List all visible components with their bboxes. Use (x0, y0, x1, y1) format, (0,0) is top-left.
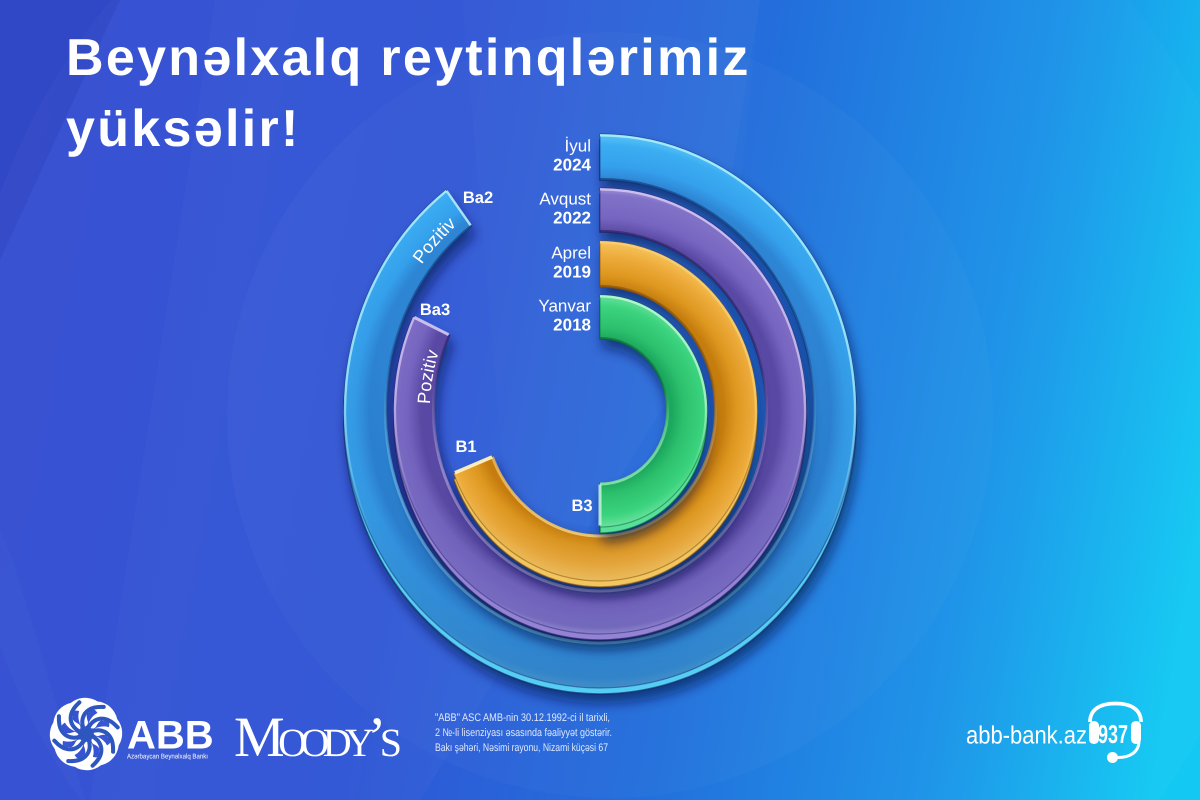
svg-text:ABB: ABB (127, 714, 214, 758)
svg-text:2022: 2022 (553, 209, 591, 228)
svg-text:B1: B1 (455, 438, 476, 456)
svg-text:2018: 2018 (553, 316, 591, 335)
svg-text:2019: 2019 (553, 263, 591, 282)
svg-text:Avqust: Avqust (539, 190, 591, 209)
svg-text:2 №-li lisenziyası əsasında fə: 2 №-li lisenziyası əsasında fəaliyyət gö… (435, 727, 612, 739)
svg-text:yüksəlir!: yüksəlir! (66, 100, 301, 158)
svg-text:937: 937 (1098, 719, 1128, 749)
svg-text:Ba2: Ba2 (463, 189, 493, 207)
svg-text:"ABB" ASC AMB-nin 30.12.1992-c: "ABB" ASC AMB-nin 30.12.1992-ci il tarix… (435, 712, 610, 724)
svg-text:İyul: İyul (565, 137, 591, 156)
svg-text:Azərbaycan Beynəlxalq Bankı: Azərbaycan Beynəlxalq Bankı (127, 753, 208, 761)
svg-text:Yanvar: Yanvar (538, 297, 591, 316)
svg-text:B3: B3 (571, 497, 592, 515)
svg-text:Bakı şəhəri, Nəsimi rayonu, Ni: Bakı şəhəri, Nəsimi rayonu, Nizami küçəs… (435, 742, 608, 754)
svg-text:Aprel: Aprel (551, 244, 591, 263)
svg-text:2024: 2024 (553, 156, 591, 175)
svg-text:Moody’s: Moody’s (234, 706, 402, 769)
svg-text:Beynəlxalq reytinqlərimiz: Beynəlxalq reytinqlərimiz (66, 29, 751, 87)
svg-text:Ba3: Ba3 (420, 301, 450, 319)
svg-text:abb-bank.az: abb-bank.az (966, 722, 1087, 750)
